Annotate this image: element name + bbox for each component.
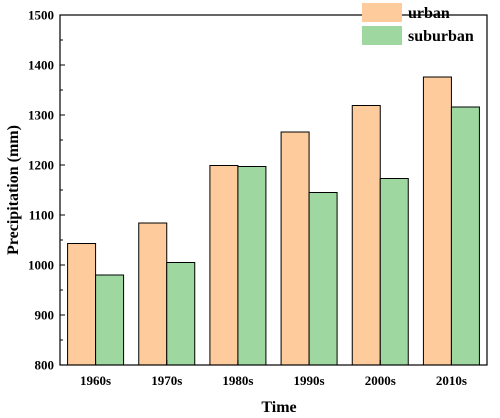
bar-suburban-1970s xyxy=(167,263,195,366)
bar-suburban-1990s xyxy=(309,193,337,366)
legend-swatch-suburban xyxy=(362,26,402,45)
bar-urban-1970s xyxy=(139,223,167,365)
y-tick-label: 900 xyxy=(35,308,55,323)
y-axis-title: Precipitation (mm) xyxy=(5,125,22,255)
bars-layer xyxy=(68,77,480,365)
y-tick-label: 1400 xyxy=(28,58,54,73)
x-tick-label-1960s: 1960s xyxy=(80,373,111,388)
x-tick-label-1990s: 1990s xyxy=(294,373,325,388)
x-tick-label-1980s: 1980s xyxy=(222,373,253,388)
y-tick-label: 1000 xyxy=(28,258,54,273)
bar-suburban-2000s xyxy=(380,179,408,366)
legend-label-suburban: suburban xyxy=(408,28,474,45)
legend-swatch-urban xyxy=(362,3,402,22)
y-tick-label: 1100 xyxy=(29,208,54,223)
legend-label-urban: urban xyxy=(408,5,450,22)
x-ticks-layer: 1960s 1970s 1980s 1990s 2000s 2010s xyxy=(80,360,467,388)
y-tick-label: 1200 xyxy=(28,158,54,173)
bar-urban-1990s xyxy=(281,132,309,365)
y-tick-label: 1300 xyxy=(28,108,54,123)
bar-urban-2000s xyxy=(352,106,380,366)
legend: urban suburban xyxy=(362,3,474,45)
bar-suburban-1980s xyxy=(238,167,266,366)
bar-suburban-1960s xyxy=(96,275,124,365)
bar-urban-1960s xyxy=(68,244,96,366)
bar-suburban-2010s xyxy=(451,107,479,365)
y-tick-label: 1500 xyxy=(28,8,54,23)
x-tick-label-2010s: 2010s xyxy=(436,373,467,388)
x-axis-title: Time xyxy=(261,399,296,416)
x-tick-label-2000s: 2000s xyxy=(365,373,396,388)
bar-urban-2010s xyxy=(423,77,451,365)
x-tick-label-1970s: 1970s xyxy=(151,373,182,388)
y-tick-label: 800 xyxy=(35,358,55,373)
bar-urban-1980s xyxy=(210,166,238,366)
